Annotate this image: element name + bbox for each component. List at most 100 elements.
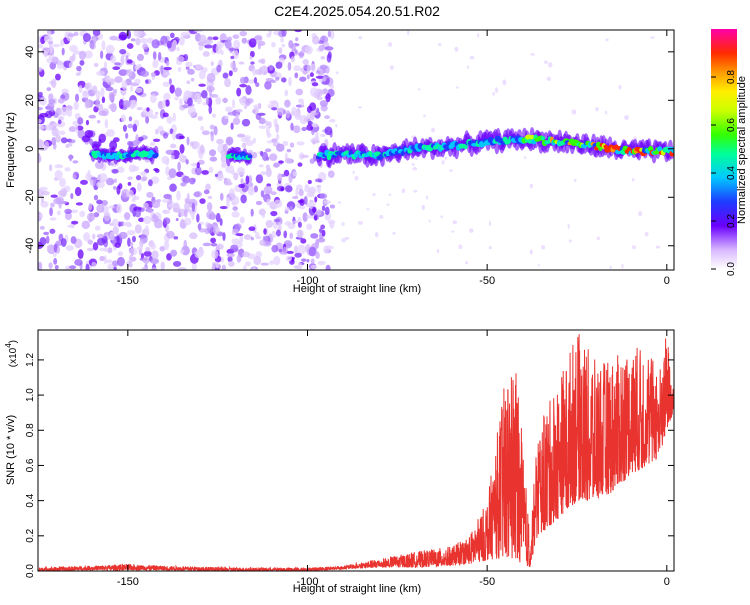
svg-text:(x104): (x104) — [4, 340, 19, 367]
heatmap-noise-cell — [184, 217, 192, 226]
heatmap-noise-cell — [235, 108, 243, 113]
heatmap-noise-cell — [253, 185, 258, 193]
heatmap-noise-cell — [150, 72, 156, 78]
snr-frame — [37, 329, 675, 572]
heatmap-noise-cell — [140, 38, 148, 44]
heatmap-noise-cell — [186, 136, 190, 146]
heatmap-noise-cell — [335, 123, 338, 128]
heatmap-noise-cell — [170, 249, 178, 257]
heatmap-noise-cell — [341, 222, 345, 226]
heatmap-noise-cell — [231, 211, 240, 218]
heatmap-noise-cell — [174, 96, 179, 101]
heatmap-noise-cell — [477, 32, 480, 38]
heatmap-noise-cell — [166, 230, 175, 239]
heatmap-noise-cell — [79, 210, 86, 218]
heatmap-noise-cell — [91, 233, 96, 240]
heatmap-noise-cell — [260, 65, 269, 76]
heatmap-noise-cell — [315, 131, 319, 140]
heatmap-noise-cell — [230, 170, 236, 176]
heatmap-noise-cell — [228, 47, 237, 52]
heatmap-noise-cell — [232, 66, 238, 73]
heatmap-noise-cell — [455, 86, 459, 89]
heatmap-noise-cell — [88, 202, 93, 211]
heatmap-noise-cell — [165, 149, 175, 155]
heatmap-noise-cell — [94, 161, 104, 169]
heatmap-noise-cell — [278, 47, 283, 55]
heatmap-noise-cell — [141, 266, 147, 270]
heatmap-noise-cell — [290, 122, 294, 131]
heatmap-noise-cell — [605, 38, 609, 42]
heatmap-noise-cell — [180, 182, 187, 187]
heatmap-noise-cell — [243, 234, 252, 240]
heatmap-noise-cell — [248, 226, 256, 232]
heatmap-noise-cell — [157, 51, 162, 61]
heatmap-xtick-label: -50 — [479, 275, 495, 287]
heatmap-noise-cell — [163, 240, 170, 251]
heatmap-noise-cell — [319, 89, 329, 95]
heatmap-noise-cell — [181, 104, 190, 109]
heatmap-noise-cell — [43, 35, 53, 43]
heatmap-noise-cell — [203, 189, 210, 195]
heatmap-noise-cell — [104, 77, 112, 83]
heatmap-noise-cell — [38, 118, 42, 124]
heatmap-noise-cell — [116, 234, 120, 245]
heatmap-noise-cell — [100, 50, 104, 60]
heatmap-noise-cell — [239, 31, 248, 37]
heatmap-noise-cell — [309, 87, 318, 97]
heatmap-noise-cell — [225, 136, 234, 146]
heatmap-noise-cell — [152, 213, 157, 220]
heatmap-noise-cell — [198, 83, 206, 87]
heatmap-noise-cell — [111, 169, 119, 174]
heatmap-ytick-label: 0 — [24, 146, 36, 152]
heatmap-noise-cell — [258, 117, 266, 125]
heatmap-noise-cell — [180, 218, 185, 226]
heatmap-noise-cell — [172, 202, 180, 213]
heatmap-noise-cell — [314, 240, 320, 249]
heatmap-noise-cell — [128, 116, 133, 122]
heatmap-noise-cell — [79, 60, 85, 66]
heatmap-noise-cell — [133, 30, 142, 38]
heatmap-noise-cell — [315, 251, 320, 260]
heatmap-noise-cell — [253, 106, 259, 116]
heatmap-noise-cell — [202, 50, 210, 57]
heatmap-noise-cell — [170, 143, 177, 149]
heatmap-noise-cell — [227, 256, 233, 263]
heatmap-noise-cell — [38, 153, 41, 163]
heatmap-noise-cell — [130, 85, 134, 92]
heatmap-noise-cell — [144, 51, 149, 55]
heatmap-noise-cell — [252, 104, 261, 108]
heatmap-noise-cell — [150, 258, 160, 265]
heatmap-noise-cell — [289, 142, 295, 148]
heatmap-noise-cell — [183, 239, 188, 250]
heatmap-noise-cell — [162, 99, 166, 109]
heatmap-noise-cell — [209, 81, 215, 86]
heatmap-noise-cell — [320, 56, 326, 60]
heatmap-noise-cell — [149, 93, 157, 104]
heatmap-noise-cell — [372, 193, 376, 197]
heatmap-noise-cell — [241, 37, 248, 44]
heatmap-noise-cell — [89, 39, 95, 49]
heatmap-noise-cell — [260, 190, 265, 198]
heatmap-noise-cell — [114, 242, 121, 248]
heatmap-noise-cell — [309, 72, 315, 78]
heatmap-noise-cell — [431, 127, 436, 133]
heatmap-noise-cell — [61, 88, 69, 94]
heatmap-noise-cell — [270, 191, 277, 196]
heatmap-noise-cell — [275, 133, 280, 141]
heatmap-noise-cell — [95, 90, 101, 100]
heatmap-noise-cell — [282, 140, 289, 147]
heatmap-noise-cell — [271, 138, 278, 143]
heatmap-noise-cell — [230, 244, 239, 253]
heatmap-noise-cell — [295, 37, 299, 42]
heatmap-noise-cell — [58, 177, 66, 188]
heatmap-noise-cell — [147, 206, 153, 214]
heatmap-panel: -150 -100 -50 0 -40 -20 0 20 40 Height of straig… — [5, 29, 675, 295]
heatmap-noise-cell — [156, 199, 161, 203]
heatmap-noise-cell — [104, 248, 109, 252]
heatmap-noise-cell — [152, 59, 159, 68]
heatmap-noise-cell — [235, 233, 244, 237]
heatmap-ytick-label: -20 — [24, 189, 36, 205]
heatmap-noise-cell — [130, 38, 136, 42]
heatmap-noise-cell — [178, 135, 185, 140]
